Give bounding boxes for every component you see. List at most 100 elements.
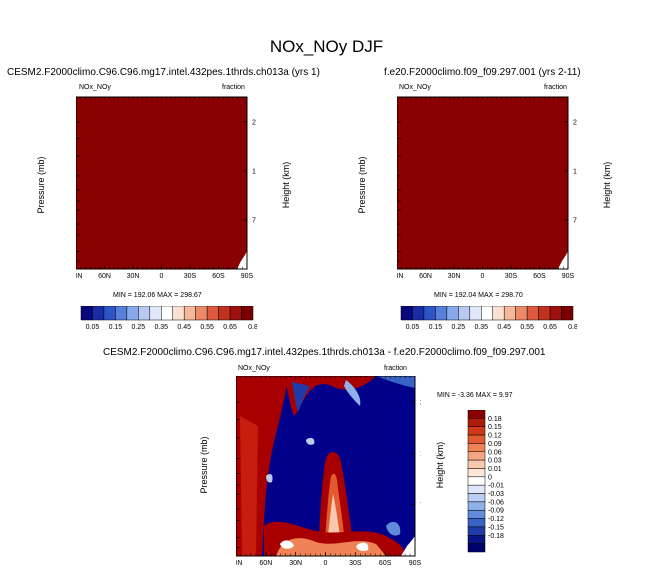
height-tick-label: 14 (420, 451, 421, 458)
height-tick-label: 7 (252, 217, 256, 224)
colorbar-label: -0.01 (488, 483, 504, 490)
colorbar-box (467, 476, 486, 486)
height-tick-label: 21 (573, 119, 577, 126)
colorbar-box (526, 306, 539, 321)
topography-mask (558, 251, 568, 269)
colorbar-box (467, 468, 486, 478)
colorbar-box (467, 493, 486, 503)
colorbar-box (467, 451, 486, 461)
colorbar-label: -0.09 (488, 508, 504, 515)
colorbar-box (80, 306, 93, 321)
x-tick-label: 90S (409, 560, 421, 567)
colorbar-box (467, 501, 486, 511)
colorbar-box (467, 518, 486, 528)
colorbar-label: 0.15 (429, 324, 443, 331)
left-case-title: CESM2.F2000climo.C96.C96.mg17.intel.432p… (7, 67, 320, 78)
colorbar-label: 0.45 (497, 324, 511, 331)
colorbar-label: 0.65 (543, 324, 557, 331)
x-tick-label: 90S (241, 273, 254, 279)
right-case-title: f.e20.F2000climo.f09_f09.297.001 (yrs 2-… (384, 67, 581, 78)
colorbar-box (103, 306, 116, 321)
left-plot: 90N60N30N030S60S90S305070100150200250300… (76, 96, 256, 279)
blue-notch-upper (292, 382, 310, 412)
x-tick-label: 90N (397, 273, 403, 279)
x-tick-label: 30S (505, 273, 518, 279)
height-tick-label: 14 (252, 168, 256, 175)
right-pressure-axis-label: Pressure (mb) (357, 156, 367, 214)
colorbar-box (467, 543, 486, 553)
orange-region-north (240, 416, 258, 556)
x-tick-label: 60N (259, 560, 272, 567)
left-var-label: NOx_NOy (79, 84, 111, 91)
colorbar-box (467, 526, 486, 536)
colorbar-label: 0.09 (488, 441, 502, 448)
colorbar-box (467, 410, 486, 419)
colorbar-label: -0.15 (488, 524, 504, 531)
colorbar-box (481, 306, 493, 321)
field-fill (76, 97, 247, 269)
colorbar-label: 0.05 (406, 324, 420, 331)
colorbar-label: 0.45 (177, 324, 191, 331)
x-tick-label: 30S (184, 273, 197, 279)
topography-mask (401, 536, 415, 556)
colorbar-label: 0.25 (132, 324, 146, 331)
colorbar-label: 0.01 (488, 466, 502, 473)
blue-contour-upper (344, 380, 361, 406)
colorbar-label: 0.65 (223, 324, 237, 331)
diff-units-label: fraction (384, 365, 407, 372)
x-tick-label: 90N (236, 560, 242, 567)
colorbar-box (469, 306, 482, 321)
colorbar-box (561, 306, 574, 321)
colorbar-box (115, 306, 128, 321)
colorbar-label: 0.8 (568, 324, 577, 331)
colorbar-box (412, 306, 425, 321)
x-tick-label: 30N (448, 273, 461, 279)
colorbar-box (503, 306, 516, 321)
left-colorbar: 0.05 0.15 0.25 0.35 0.45 0.55 0.65 0.8 (80, 306, 257, 331)
diff-case-title: CESM2.F2000climo.C96.C96.mg17.intel.432p… (103, 347, 546, 358)
colorbar-box (218, 306, 231, 321)
colorbar-label: 0.8 (248, 324, 257, 331)
right-units-label: fraction (544, 84, 567, 91)
pale-plume-tropics (328, 494, 340, 536)
x-tick-label: 0 (324, 560, 328, 567)
colorbar-label: -0.18 (488, 533, 504, 540)
colorbar-label: 0.18 (488, 416, 502, 423)
colorbar-box (126, 306, 139, 321)
x-tick-label: 30N (289, 560, 302, 567)
colorbar-box (183, 306, 196, 321)
colorbar-label: 0.35 (154, 324, 168, 331)
plot-border (76, 96, 248, 270)
plot-border (236, 376, 416, 557)
height-tick-label: 21 (252, 119, 256, 126)
topography-mask (237, 251, 247, 269)
colorbar-label: -0.12 (488, 516, 504, 523)
colorbar-label: 0.35 (474, 324, 488, 331)
colorbar-box (149, 306, 162, 321)
colorbar-box (423, 306, 436, 321)
x-tick-label: 60N (419, 273, 432, 279)
blue-contour-corner (376, 376, 415, 388)
diff-stats: MIN = -3.36 MAX = 9.97 (437, 392, 513, 399)
colorbar-label: 0.15 (109, 324, 123, 331)
right-stats: MIN = 192.04 MAX = 298.70 (434, 292, 523, 299)
left-units-label: fraction (222, 84, 245, 91)
diff-var-label: NOx_NOy (238, 365, 270, 372)
diff-colorbar: 0.180.150.120.090.060.030.010-0.01-0.03-… (467, 410, 504, 553)
colorbar-box (400, 306, 413, 321)
blue-patch-south (386, 521, 401, 536)
colorbar-label: 0.06 (488, 449, 502, 456)
colorbar-box (446, 306, 459, 321)
colorbar-box (229, 306, 242, 321)
colorbar-box (458, 306, 471, 321)
right-colorbar: 0.05 0.15 0.25 0.35 0.45 0.55 0.65 0.8 (400, 306, 577, 331)
colorbar-box (467, 443, 486, 453)
colorbar-label: 0.05 (86, 324, 100, 331)
figure-title: NOx_NOy DJF (269, 37, 384, 56)
colorbar-box (161, 306, 173, 321)
left-height-axis-label: Height (km) (281, 161, 291, 209)
height-tick-label: 21 (420, 400, 421, 407)
colorbar-label: 0.55 (200, 324, 214, 331)
colorbar-box (467, 434, 486, 444)
x-tick-label: 60N (98, 273, 111, 279)
